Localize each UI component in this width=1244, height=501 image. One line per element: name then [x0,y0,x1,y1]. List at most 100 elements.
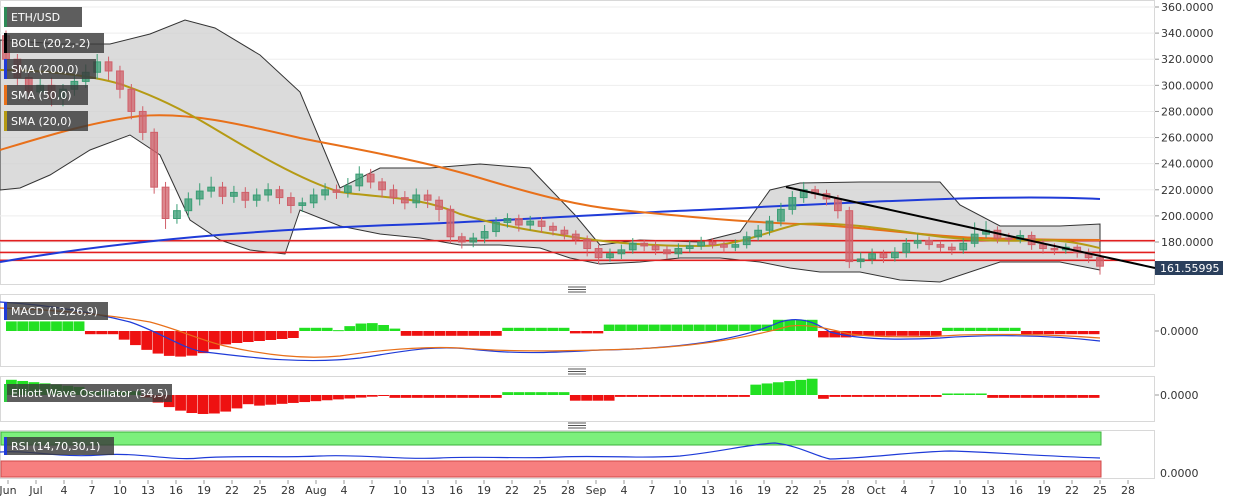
date-tick-label: Aug [305,484,326,497]
macd-bar [964,327,976,331]
ewo-bar [378,395,389,396]
date-tick-label: 16 [169,484,183,497]
legend-label: BOLL (20,2,-2) [11,37,90,50]
price-tick-label: 320.0000 [1161,53,1214,66]
price-axis: 360.0000 340.0000 320.0000 300.0000 280.0000… [1155,1,1214,249]
macd-bar [761,324,773,331]
macd-bar [118,331,130,340]
date-tick-label: 16 [729,484,743,497]
macd-bar [17,321,29,331]
candle [264,183,272,202]
legend-item[interactable]: SMA (50,0) [4,85,88,105]
ewo-bar [851,395,863,397]
macd-bar [682,324,694,331]
candle [913,234,922,249]
ewo-bar [761,383,773,395]
date-tick-label: 4 [901,484,908,497]
ewo-bar [1054,395,1066,398]
panel-resize-handle[interactable] [568,422,586,429]
candle [184,192,193,218]
macd-bar [908,331,920,336]
macd-bar [1077,331,1089,335]
legend-item[interactable]: ETH/USD [4,7,82,27]
candle [1004,232,1013,245]
macd-bar [1088,331,1100,335]
candle [856,252,865,269]
support-resistance-lines [0,239,1155,262]
macd-bar [953,327,965,331]
macd-bar [400,331,412,336]
ewo-bar [209,395,220,414]
macd-bar [209,331,220,350]
macd-bar [716,324,728,331]
candle [742,231,751,249]
ewo-bar [953,393,965,395]
macd-bar [592,331,604,334]
ewo-bar [603,395,615,401]
macd-bar [457,331,468,336]
candle [241,187,250,209]
macd-bar [727,324,739,331]
ewo-bar [705,395,717,397]
candle [207,176,216,198]
candle [195,183,204,206]
macd-bar [152,331,164,354]
candle [902,238,911,258]
ewo-bar [1077,395,1089,398]
macd-line [0,301,1101,362]
date-tick-label: 4 [341,484,348,497]
candle [218,181,227,205]
legend-item[interactable]: SMA (200,0) [4,59,96,79]
ewo-bar [276,395,288,404]
candle [298,197,307,212]
candle [378,178,386,198]
ewo-bar [1032,395,1044,398]
macd-bar [84,331,96,335]
ewo-bar [287,395,299,403]
macd-bar [366,323,378,331]
candle [879,249,888,263]
ewo-bar [366,395,378,397]
macd-bar [276,331,288,339]
macd-bar [784,319,795,331]
panel-resize-handle[interactable] [568,368,586,375]
rsi-overbought-zone [0,431,1102,446]
legend-item[interactable]: BOLL (20,2,-2) [4,33,104,53]
ewo-bar [739,395,750,397]
candle [446,205,455,244]
ewo-bar [468,395,480,398]
candle [1039,239,1047,254]
date-tick-label: 10 [673,484,687,497]
macd-bar [39,321,51,331]
candle [845,206,854,269]
macd-bar [231,331,243,343]
date-tick-label: 7 [369,484,376,497]
ewo-bar [942,393,953,395]
panel-resize-handle[interactable] [568,286,586,293]
candle [890,247,899,262]
macd-bar [660,324,671,331]
ewo-bar [1066,395,1077,398]
date-tick-label: 10 [113,484,127,497]
candle [526,215,535,231]
date-tick-label: 4 [61,484,68,497]
candle [503,213,512,228]
date-tick-label: 13 [141,484,155,497]
macd-bar [547,327,559,331]
ewo-bar [457,395,468,398]
macd-bar [705,324,717,331]
macd-bar [569,331,581,334]
candle [389,184,398,205]
ewo-bar [490,395,502,398]
ewo-bar [784,381,795,395]
ewo-bar [400,395,412,398]
trend-line[interactable] [785,186,1156,269]
ewo-bar [581,395,592,401]
macd-bar [648,324,660,331]
legend-item[interactable]: SMA (20,0) [4,111,88,131]
ewo-bar [389,395,401,398]
date-tick-label: 13 [701,484,715,497]
ewo-bar [1009,395,1021,398]
macd-bar [930,331,942,336]
macd-bar [919,331,931,336]
